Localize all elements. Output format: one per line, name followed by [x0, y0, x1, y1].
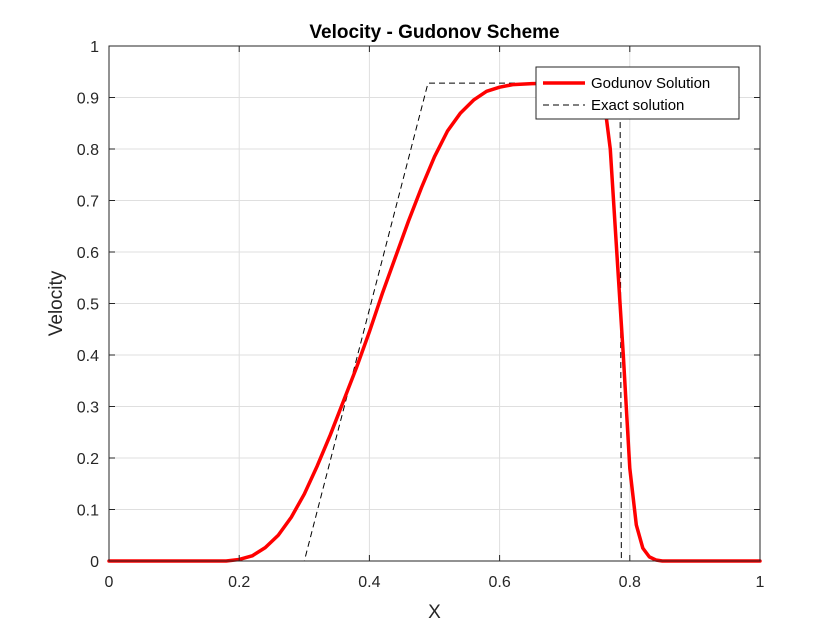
axis-ticks: 0 0.2 0.4 0.6 0.8 1 0 0.1 0.2 0.3 0.4 0.5 0.6 0.7 0.8 0… [77, 39, 765, 591]
x-tick-label: 1 [756, 574, 765, 591]
y-tick-label: 1 [90, 39, 99, 56]
y-axis-label: Velocity [46, 270, 67, 336]
y-tick-label: 0.2 [77, 451, 99, 468]
x-tick-label: 0.8 [619, 574, 641, 591]
y-tick-label: 0.6 [77, 245, 99, 262]
y-tick-label: 0.8 [77, 142, 99, 159]
y-tick-label: 0 [90, 554, 99, 571]
y-tick-label: 0.1 [77, 503, 99, 520]
y-tick-label: 0.3 [77, 400, 99, 417]
legend-box [535, 66, 740, 120]
legend: Godunov Solution Exact solution [535, 66, 740, 120]
x-tick-label: 0.6 [488, 574, 510, 591]
grid [109, 46, 760, 561]
chart-title: Velocity - Gudonov Scheme [309, 22, 559, 43]
legend-entry-godunov-solution: Godunov Solution [591, 75, 710, 92]
legend-entry-exact-solution: Exact solution [591, 97, 684, 114]
y-tick-label: 0.9 [77, 91, 99, 108]
y-tick-label: 0.7 [77, 194, 99, 211]
y-tick-label: 0.4 [77, 348, 99, 365]
y-tick-label: 0.5 [77, 297, 99, 314]
x-axis-label: X [428, 602, 441, 623]
x-tick-label: 0.2 [228, 574, 250, 591]
x-tick-label: 0 [105, 574, 114, 591]
series-line-godunov-solution [107, 81, 762, 563]
x-tick-label: 0.4 [358, 574, 380, 591]
